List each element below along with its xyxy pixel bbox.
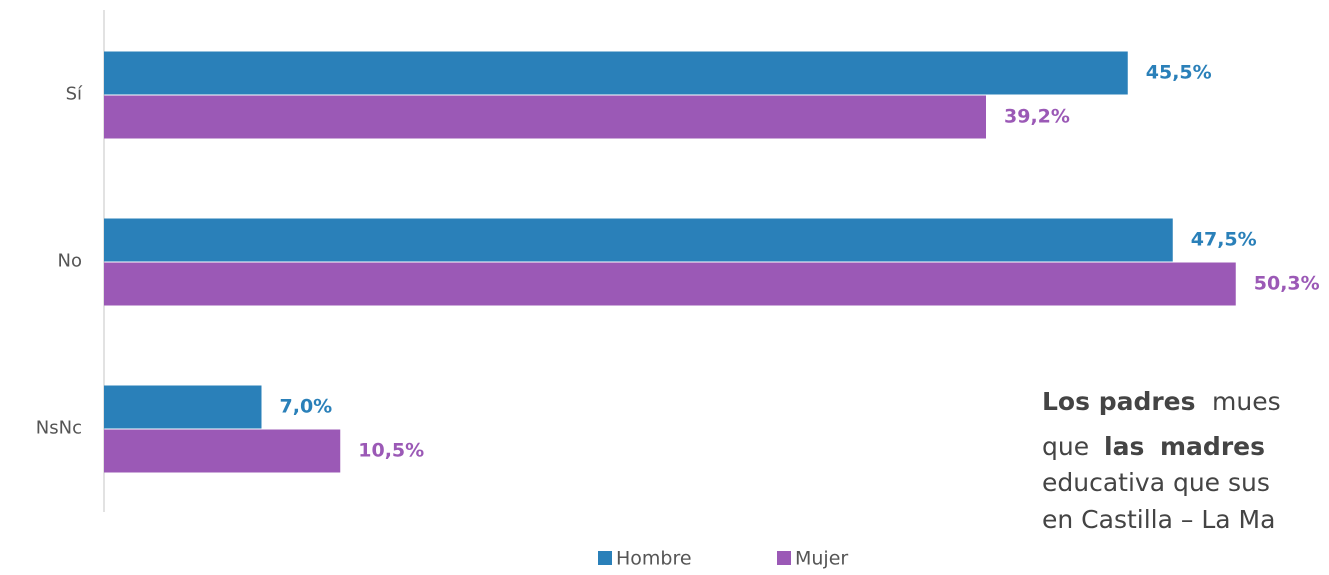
- y-tick-label: Sí: [66, 84, 83, 105]
- annotation-text: las: [1104, 432, 1144, 461]
- annotation-text: Los padres: [1042, 387, 1196, 416]
- data-label: 45,5%: [1146, 62, 1212, 84]
- legend-label: Hombre: [616, 548, 692, 570]
- data-label: 7,0%: [280, 396, 333, 418]
- annotation-text: madres: [1160, 432, 1265, 461]
- y-tick-label: No: [58, 251, 82, 272]
- bar: [104, 218, 1173, 262]
- bar: [104, 385, 262, 429]
- data-label: 10,5%: [358, 440, 424, 462]
- bar: [104, 262, 1236, 306]
- annotation-text: que: [1042, 432, 1089, 461]
- data-label: 47,5%: [1191, 229, 1257, 251]
- annotation-text: educativa que sus: [1042, 468, 1270, 497]
- annotation-text: mues: [1212, 387, 1281, 416]
- legend-swatch: [598, 551, 612, 565]
- bar: [104, 429, 341, 473]
- data-label: 50,3%: [1254, 273, 1320, 295]
- annotation-text: en Castilla – La Ma: [1042, 505, 1275, 534]
- legend-swatch: [777, 551, 791, 565]
- y-tick-label: NsNc: [36, 418, 82, 439]
- bar: [104, 95, 986, 139]
- bar: [104, 51, 1128, 95]
- data-label: 39,2%: [1004, 106, 1070, 128]
- legend-label: Mujer: [795, 548, 848, 570]
